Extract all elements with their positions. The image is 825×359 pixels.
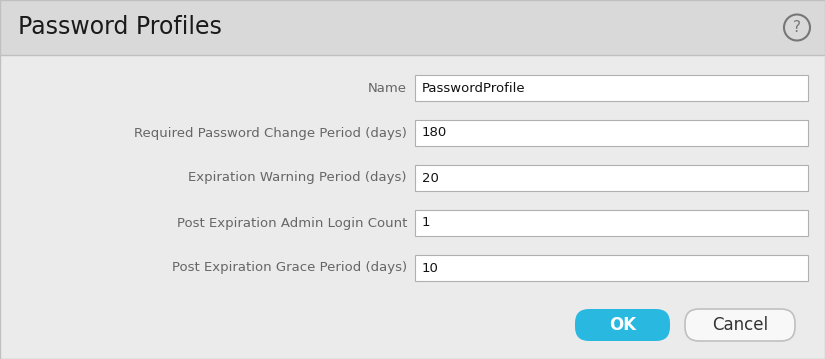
Text: Name: Name xyxy=(368,81,407,94)
Text: 10: 10 xyxy=(422,261,439,275)
Text: Cancel: Cancel xyxy=(712,316,768,334)
Text: OK: OK xyxy=(609,316,636,334)
Text: 20: 20 xyxy=(422,172,439,185)
Text: PasswordProfile: PasswordProfile xyxy=(422,81,526,94)
Text: Post Expiration Admin Login Count: Post Expiration Admin Login Count xyxy=(177,216,407,229)
Text: 1: 1 xyxy=(422,216,431,229)
FancyBboxPatch shape xyxy=(575,309,670,341)
FancyBboxPatch shape xyxy=(415,120,808,146)
Text: Post Expiration Grace Period (days): Post Expiration Grace Period (days) xyxy=(172,261,407,275)
Text: ?: ? xyxy=(793,20,801,35)
FancyBboxPatch shape xyxy=(415,75,808,101)
FancyBboxPatch shape xyxy=(685,309,795,341)
FancyBboxPatch shape xyxy=(415,255,808,281)
Text: Expiration Warning Period (days): Expiration Warning Period (days) xyxy=(188,172,407,185)
Text: Required Password Change Period (days): Required Password Change Period (days) xyxy=(134,126,407,140)
FancyBboxPatch shape xyxy=(0,0,825,55)
FancyBboxPatch shape xyxy=(415,165,808,191)
FancyBboxPatch shape xyxy=(415,210,808,236)
Text: 180: 180 xyxy=(422,126,447,140)
Text: Password Profiles: Password Profiles xyxy=(18,15,222,39)
